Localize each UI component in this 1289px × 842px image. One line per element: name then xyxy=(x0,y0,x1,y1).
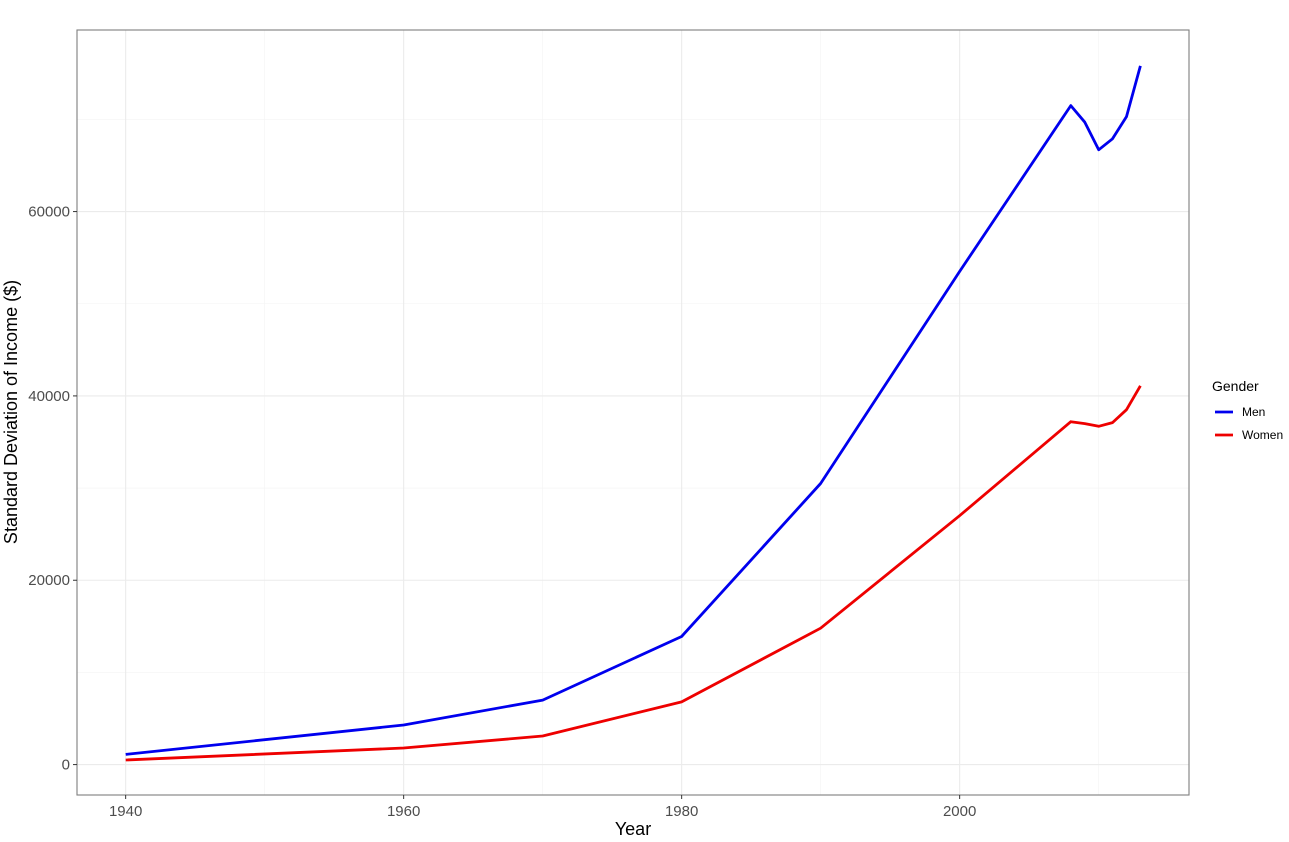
y-tick-label: 0 xyxy=(62,757,70,774)
plot-background xyxy=(77,30,1189,795)
legend-title: Gender xyxy=(1212,378,1259,394)
legend: Gender Men Women xyxy=(1212,378,1283,442)
series-line-women xyxy=(125,385,1142,762)
x-axis: 1940 1960 1980 2000 xyxy=(109,795,976,820)
x-axis-title: Year xyxy=(615,819,651,839)
panel-border xyxy=(76,29,1190,796)
series-line-men xyxy=(125,65,1142,756)
grid xyxy=(77,30,1189,795)
legend-label-men: Men xyxy=(1242,405,1265,419)
x-tick-label: 1960 xyxy=(387,803,420,820)
legend-label-women: Women xyxy=(1242,428,1283,442)
y-axis-title: Standard Deviation of Income ($) xyxy=(1,280,21,544)
y-tick-label: 20000 xyxy=(28,572,70,589)
series-layer xyxy=(125,65,1142,762)
x-tick-label: 1940 xyxy=(109,803,142,820)
x-tick-label: 2000 xyxy=(943,803,976,820)
x-tick-label: 1980 xyxy=(665,803,698,820)
y-tick-label: 60000 xyxy=(28,204,70,221)
y-axis: 0 20000 40000 60000 xyxy=(28,204,77,774)
y-tick-label: 40000 xyxy=(28,388,70,405)
